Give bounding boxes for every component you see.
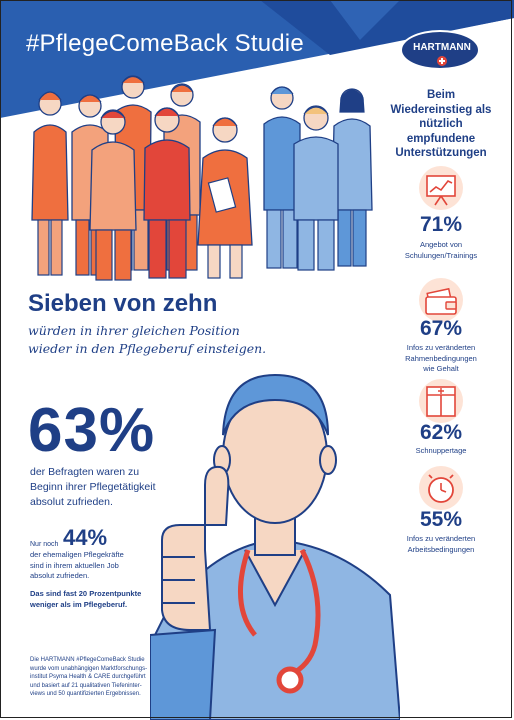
stat-label-line: Arbeitsbedingungen (407, 544, 475, 554)
stat-salary: 67% Infos zu veränderten Rahmenbedingung… (388, 277, 494, 377)
nurse-figure (31, 91, 69, 276)
stat-value: 62% (419, 421, 463, 444)
mid-percent: 44% (63, 525, 108, 550)
stat-label-line: Infos zu veränderten (406, 343, 476, 352)
hartmann-logo: HARTMANN (400, 30, 480, 70)
headline-subline: wieder in den Pflegeberuf einsteigen. (28, 341, 267, 356)
stat-label-line: Rahmenbedingungen (405, 353, 477, 363)
stat-label: Schnuppertage (388, 446, 494, 457)
footnote-line: views und 50 quantifizierten Ergebnissen… (30, 691, 141, 697)
stopwatch-icon (419, 466, 463, 510)
presentation-board-icon (419, 166, 463, 210)
stat-training: 71% Angebot von Schulungen/Trainings (388, 165, 494, 265)
stat-label-line: Angebot von (419, 240, 463, 249)
nurses-group-illustration (31, 75, 373, 281)
logo-text: HARTMANN (413, 42, 471, 53)
nurse-figure (143, 107, 191, 279)
blue-nurses-group (263, 86, 373, 271)
nurse-figure (293, 105, 339, 271)
headline-subline: würden in ihrer gleichen Position (28, 323, 240, 338)
stat-value: 55% (419, 508, 463, 531)
description-line: absolut zufrieden. (30, 571, 90, 580)
stat-label: Angebot von Schulungen/Trainings (388, 240, 494, 261)
stat-working-conditions: 55% Infos zu veränderten Arbeitsbedingun… (388, 465, 494, 555)
nurse-figure (89, 109, 137, 281)
footnote-line: und basiert auf 21 qualitativen Tiefenin… (30, 682, 142, 689)
nurse-figure (263, 86, 301, 269)
stat-label-line: Infos zu veränderten (406, 534, 476, 543)
hospital-doors-icon (419, 379, 463, 423)
description-line: der Befragten waren zu (30, 466, 140, 478)
page-title: #PflegeComeBack Studie (26, 30, 304, 57)
stat-trial-days: 62% Schnuppertage (388, 378, 494, 458)
headline: Sieben von zehn (28, 290, 218, 317)
study-footnote: Die HARTMANN #PflegeComeBack Studie wurd… (30, 656, 170, 699)
stat-label: Infos zu veränderten Arbeitsbedingungen (388, 534, 494, 555)
big-percent-description: der Befragten waren zu Beginn ihrer Pfle… (30, 465, 210, 510)
stat-label-line: Schulungen/Trainings (404, 250, 478, 260)
note-line: weniger als im Pflegeberuf. (30, 599, 128, 609)
wallet-icon (419, 278, 463, 322)
nurse-figure (331, 88, 373, 267)
footnote-line: Die HARTMANN #PflegeComeBack Studie (30, 657, 145, 663)
mid-percent-description: der ehemaligen Pflegekräfte sind in ihre… (30, 550, 160, 582)
description-line: der ehemaligen Pflegekräfte (30, 550, 124, 559)
stat-label: Infos zu veränderten Rahmenbedingungen w… (388, 343, 494, 375)
description-line: absolut zufrieden. (30, 496, 113, 508)
stat-value: 67% (419, 317, 463, 340)
nurse-figure (197, 117, 253, 279)
stat-value: 71% (419, 213, 463, 236)
thumbs-up-nurse-illustration (150, 373, 400, 720)
description-line: sind in ihrem aktuellen Job (30, 560, 119, 570)
footnote-line: institut Psyma Health & CARE durchgeführ… (30, 674, 146, 680)
sidebar-heading: Beim Wiedereinstieg als nützlich empfund… (390, 89, 492, 159)
comparison-note: Das sind fast 20 Prozentpunkte weniger a… (30, 589, 160, 610)
stat-label-line: Schnuppertage (415, 446, 467, 455)
nur-noch-label: Nur noch (30, 541, 59, 548)
logo-cross-icon (437, 56, 447, 66)
big-percent: 63% (28, 396, 156, 465)
footnote-line: wurde vom unabhängigen Marktforschungs- (30, 665, 148, 672)
stat-label-line: wie Gehalt (423, 364, 459, 373)
description-line: Beginn ihrer Pflegetätigkeit (30, 481, 156, 493)
note-line: Das sind fast 20 Prozentpunkte (30, 589, 142, 598)
orange-nurses-group (31, 75, 253, 281)
